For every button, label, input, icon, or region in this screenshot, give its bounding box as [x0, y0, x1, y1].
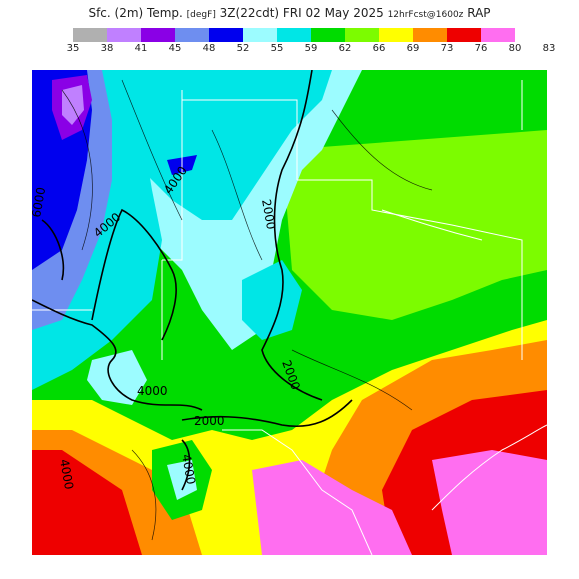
legend-swatch: [447, 28, 481, 42]
contour-thin: [61, 89, 93, 251]
contours: [32, 70, 353, 491]
border-line: [222, 429, 373, 555]
legend-label: 52: [236, 43, 250, 54]
contour-2000-b: [181, 399, 353, 428]
border-line: [182, 99, 298, 180]
contour-thin: [131, 449, 157, 541]
border-line: [381, 209, 483, 241]
field-55: [122, 70, 332, 220]
title-run: 12hrFcst@1600z: [387, 10, 464, 20]
legend-label: 55: [270, 43, 284, 54]
gulf-water: [462, 470, 547, 555]
map-canvas: 6000 4000 4000 2000 2000 4000 2000 4000 …: [32, 70, 547, 555]
legend-label: 76: [474, 43, 488, 54]
color-legend-labels: 35 38 41 45 48 52 55 59 62 66 69 73 76 80 83: [67, 43, 556, 57]
field-38: [62, 85, 84, 125]
contour-4000-c: [181, 439, 191, 491]
contour-thin: [291, 349, 413, 411]
legend-swatch: [311, 28, 345, 42]
legend-swatch: [73, 28, 107, 42]
legend-swatch: [277, 28, 311, 42]
title-product: Sfc. (2m) Temp.: [88, 6, 183, 20]
color-legend: [73, 28, 515, 42]
legend-label: 69: [406, 43, 420, 54]
contour-thin: [331, 109, 433, 191]
legend-swatch: [107, 28, 141, 42]
legend-swatch: [379, 28, 413, 42]
field-52-sw: [87, 350, 147, 405]
field-55-central: [242, 260, 302, 340]
border-line: [297, 179, 523, 360]
state-borders: [32, 80, 547, 555]
coastline: [431, 424, 547, 511]
temperature-map: 6000 4000 4000 2000 2000 4000 2000 4000 …: [32, 70, 547, 555]
contour-label: 2000: [259, 198, 278, 231]
legend-label: 83: [542, 43, 556, 54]
legend-swatch: [345, 28, 379, 42]
legend-swatch: [175, 28, 209, 42]
legend-label: 48: [202, 43, 216, 54]
field-76-south: [252, 460, 412, 555]
contour-4000: [32, 299, 203, 411]
legend-label: 35: [66, 43, 80, 54]
title-units: [degF]: [186, 10, 216, 20]
legend-label: 45: [168, 43, 182, 54]
contour-label: 6000: [32, 186, 48, 219]
legend-label: 80: [508, 43, 522, 54]
legend-swatch: [141, 28, 175, 42]
legend-label: 38: [100, 43, 114, 54]
field-66-east: [282, 130, 547, 320]
contours-thin: [61, 79, 433, 541]
border-line: [162, 90, 183, 261]
legend-label: 73: [440, 43, 454, 54]
contour-label: 4000: [57, 458, 76, 491]
legend-label: 66: [372, 43, 386, 54]
contour-label: 4000: [179, 453, 198, 486]
legend-swatch: [209, 28, 243, 42]
contour-2000: [261, 70, 323, 401]
contour-thin: [121, 79, 183, 221]
legend-label: 59: [304, 43, 318, 54]
map-title: Sfc. (2m) Temp. [degF] 3Z(22cdt) FRI 02 …: [0, 6, 579, 20]
contour-label: 2000: [194, 414, 225, 428]
title-valid: 3Z(22cdt) FRI 02 May 2025: [219, 6, 384, 20]
legend-swatch: [481, 28, 515, 42]
title-model: RAP: [467, 6, 491, 20]
field-73-west: [32, 450, 142, 555]
legend-swatch: [243, 28, 277, 42]
contour-4000-b: [91, 208, 177, 341]
legend-label: 62: [338, 43, 352, 54]
contour-thin: [211, 129, 263, 261]
contour-6000: [41, 219, 65, 281]
contour-label: 4000: [137, 384, 168, 398]
legend-label: 41: [134, 43, 148, 54]
legend-swatch: [413, 28, 447, 42]
